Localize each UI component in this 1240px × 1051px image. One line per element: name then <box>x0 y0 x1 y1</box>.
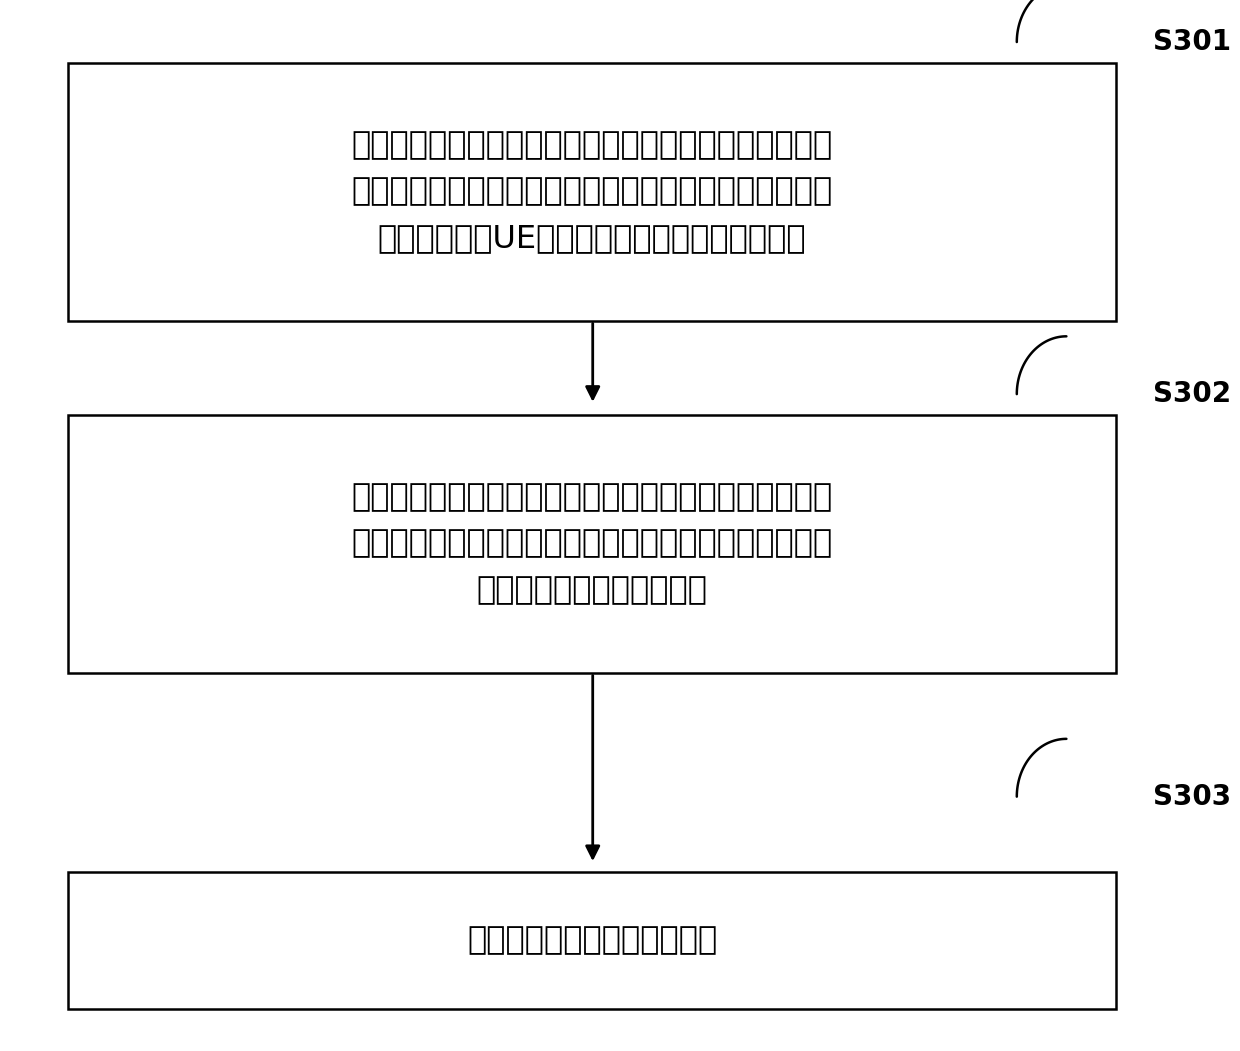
Text: S302: S302 <box>1153 380 1231 408</box>
Text: 获取至少一个第一类型时间差，至少一个第一类型时间差
包含第一时间差，第一时间差为根据第一基站和第二基站
间切换的第一UE的非竞争随机接入获取的时间差: 获取至少一个第一类型时间差，至少一个第一类型时间差 包含第一时间差，第一时间差为… <box>351 129 833 254</box>
Bar <box>68 872 1116 1009</box>
Text: S301: S301 <box>1153 28 1231 56</box>
Text: 根据所述至少一个第一类型时间差和第一基站的基准时间
，获取第二基站的时间调整量，其中，第一基站是基准基
站，第二基站是非基准基站: 根据所述至少一个第一类型时间差和第一基站的基准时间 ，获取第二基站的时间调整量，… <box>351 481 833 606</box>
Text: S303: S303 <box>1153 783 1231 810</box>
Bar <box>68 63 1116 321</box>
Bar <box>68 415 1116 673</box>
Text: 将时间调整量发送给第二基站: 将时间调整量发送给第二基站 <box>467 925 717 956</box>
